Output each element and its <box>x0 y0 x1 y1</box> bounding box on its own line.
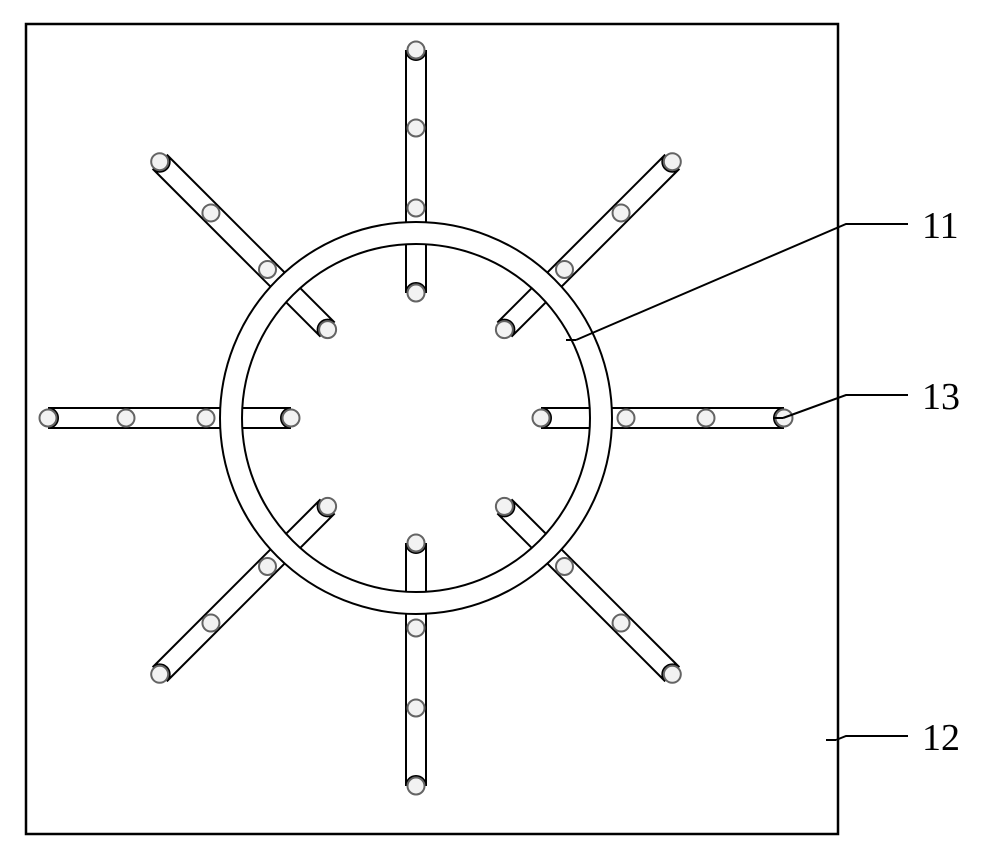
spoke-dot <box>319 498 336 515</box>
spoke-channel <box>406 543 426 786</box>
label-12-leader <box>836 736 908 740</box>
spoke-dot <box>319 321 336 338</box>
spoke-dot <box>118 410 135 427</box>
spoke-dot <box>283 410 300 427</box>
spoke-dot <box>408 700 425 717</box>
spoke-dot <box>408 535 425 552</box>
spoke-channel <box>153 155 335 337</box>
spoke-dot <box>556 558 573 575</box>
spoke-dot <box>613 204 630 221</box>
spoke-dot <box>259 558 276 575</box>
callouts: 11 13 12 <box>566 205 960 759</box>
spoke-channel <box>153 499 335 681</box>
spoke-channel <box>541 408 784 428</box>
spoke-dot <box>408 120 425 137</box>
label-11: 11 <box>922 205 959 247</box>
spoke-dot <box>496 498 513 515</box>
spoke-dot <box>151 666 168 683</box>
spoke-dot <box>202 204 219 221</box>
spoke-dot <box>664 153 681 170</box>
spoke-dot <box>198 410 215 427</box>
spoke-dot <box>533 410 550 427</box>
spoke-channel <box>406 50 426 293</box>
label-11-leader <box>576 224 908 340</box>
spoke-dot <box>202 615 219 632</box>
spoke-dot <box>40 410 57 427</box>
spoke-dot <box>408 42 425 59</box>
spoke-dot <box>613 615 630 632</box>
spoke-dot <box>496 321 513 338</box>
diagram-svg: 11 13 12 <box>0 0 1000 854</box>
spoke-channel <box>497 499 679 681</box>
diagram-stage: 11 13 12 <box>0 0 1000 854</box>
spoke-dot <box>408 285 425 302</box>
spoke-dot <box>151 153 168 170</box>
spoke-dot <box>618 410 635 427</box>
label-13-leader <box>783 395 908 418</box>
spoke-channel <box>497 155 679 337</box>
spoke-channel <box>48 408 291 428</box>
spoke-dot <box>259 261 276 278</box>
spoke-dot <box>556 261 573 278</box>
spoke-dot <box>408 778 425 795</box>
spoke-dot <box>698 410 715 427</box>
spoke-dot <box>408 200 425 217</box>
spoke-dot <box>664 666 681 683</box>
label-13: 13 <box>922 376 960 418</box>
spoke-dot <box>408 620 425 637</box>
label-12: 12 <box>922 717 960 759</box>
